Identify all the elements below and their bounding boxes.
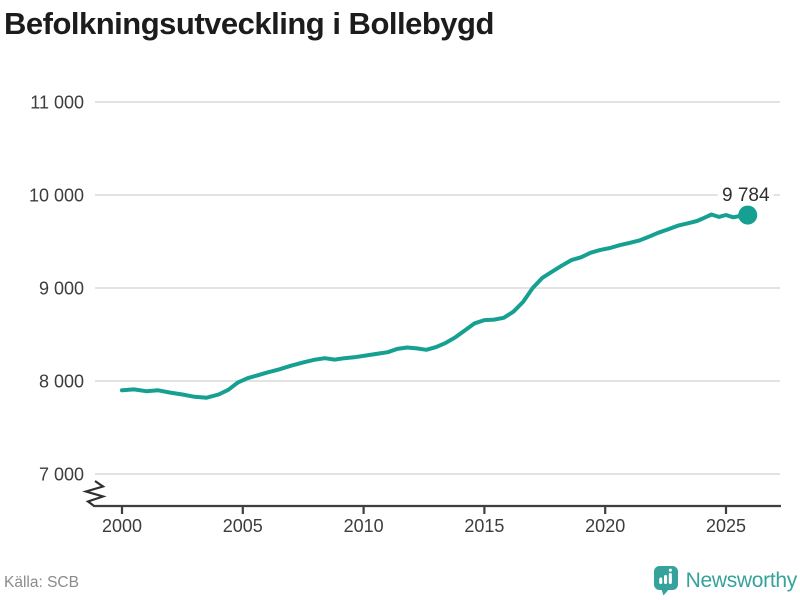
newsworthy-logo: Newsworthy xyxy=(653,565,797,596)
x-tick-label: 2025 xyxy=(706,516,746,536)
y-tick-label: 10 000 xyxy=(29,186,84,206)
end-value-label-bg xyxy=(717,185,774,205)
source-label: Källa: SCB xyxy=(4,574,79,591)
newsworthy-bubble-chart-icon xyxy=(653,566,678,596)
y-tick-label: 8 000 xyxy=(39,372,84,392)
end-value-label: 9 784 xyxy=(722,185,770,206)
chart-title: Befolkningsutveckling i Bollebygd xyxy=(4,6,494,41)
x-tick-label: 2005 xyxy=(223,516,263,536)
y-tick-label: 9 000 xyxy=(39,279,84,299)
x-tick-label: 2020 xyxy=(585,516,625,536)
newsworthy-wordmark: Newsworthy xyxy=(685,568,798,592)
x-tick-label: 2010 xyxy=(344,516,384,536)
y-axis-break-icon xyxy=(82,480,107,507)
end-point-dot xyxy=(738,205,758,225)
x-tick-label: 2015 xyxy=(464,516,504,536)
y-tick-label: 11 000 xyxy=(30,93,84,113)
population-line xyxy=(120,212,750,400)
x-tick-label: 2000 xyxy=(102,516,142,536)
y-tick-label: 7 000 xyxy=(39,465,84,485)
